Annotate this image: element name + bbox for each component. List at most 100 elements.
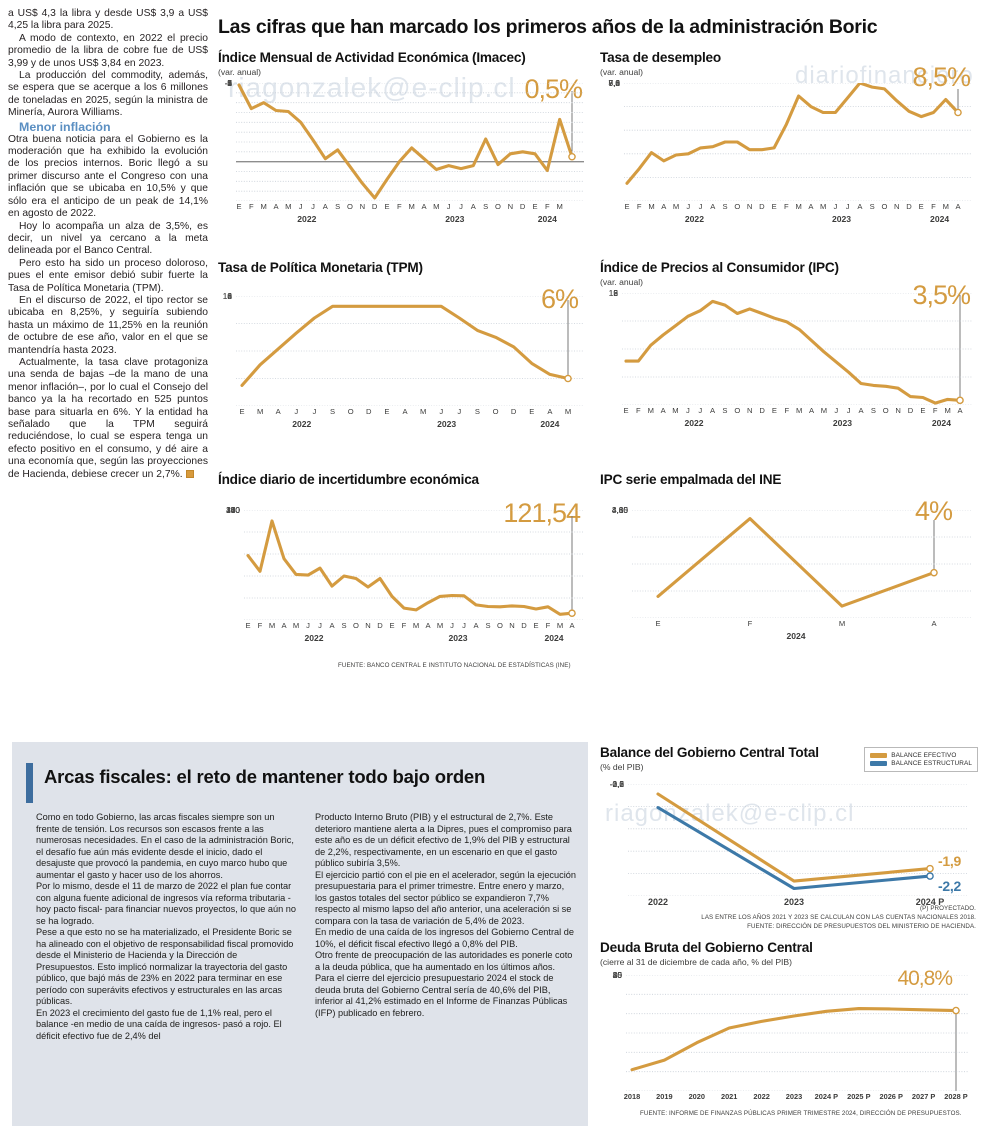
x-tick-label: J (698, 202, 703, 211)
fiscal-paragraph: Pese a que esto no se ha materializado, … (36, 927, 294, 1006)
accent-bar (26, 763, 33, 803)
x-tick-label: M (285, 202, 292, 211)
x-tick-label: E (920, 406, 926, 415)
y-tick-label: 5 (227, 78, 232, 88)
x-tick-label: S (722, 202, 728, 211)
x-axis-year-labels: 2022 2023 2024 (624, 214, 972, 226)
y-tick-label: 50 (612, 970, 622, 980)
fiscal-paragraph: Otro frente de preocupación de las autor… (315, 950, 573, 972)
x-tick-label: E (389, 621, 395, 630)
chart-plot-area (626, 975, 968, 1091)
legend-label: BALANCE EFECTIVO (891, 752, 957, 759)
x-tick-label: A (957, 406, 963, 415)
x-category-label: 2023 (785, 1092, 803, 1101)
chart-source-note: FUENTE: BANCO CENTRAL E INSTITUTO NACION… (338, 662, 571, 669)
x-tick-label: F (636, 202, 642, 211)
x-tick-label: J (833, 202, 838, 211)
y-tick-label: 9,0 (608, 78, 620, 88)
y-tick-label: 8 (227, 291, 232, 301)
x-year-label: 2023 (448, 633, 468, 643)
x-tick-label: A (421, 202, 427, 211)
x-category-label: 2022 (647, 897, 669, 907)
x-tick-label: E (236, 202, 242, 211)
x-tick-label: D (371, 202, 378, 211)
y-tick-label: 8,2 (608, 78, 620, 88)
x-tick-label: F (397, 202, 402, 211)
x-tick-label: D (521, 621, 527, 630)
chart-note: (P) PROYECTADO. (919, 905, 976, 912)
legend-item: BALANCE ESTRUCTURAL (870, 760, 972, 767)
x-tick-label: S (483, 202, 489, 211)
y-tick-label: 3 (227, 78, 232, 88)
x-tick-label: A (275, 407, 281, 416)
y-tick-label: 310 (226, 505, 240, 515)
y-tick-label: 30 (612, 970, 622, 980)
y-tick-label: 20 (612, 970, 622, 980)
x-tick-label: J (306, 621, 310, 630)
x-category-label: 2027 P (911, 1092, 936, 1101)
x-category-label: 2021 (720, 1092, 738, 1101)
x-tick-label: J (294, 407, 299, 416)
x-tick-label: J (298, 202, 303, 211)
x-tick-label: N (746, 202, 753, 211)
chart-plot-area (624, 83, 972, 201)
article-paragraph: Hoy lo acompaña un alza de 3,5%, es deci… (8, 220, 208, 257)
y-tick-label: 40 (612, 970, 622, 980)
x-tick-label: J (685, 406, 690, 415)
x-category-label: 2024 P (915, 897, 945, 907)
y-tick-label: 25 (612, 970, 622, 980)
y-tick-label: -3,0 (609, 779, 624, 789)
x-tick-label: M (564, 407, 572, 416)
x-tick-label: O (882, 406, 889, 415)
y-tick-label: 1,5 (612, 779, 624, 789)
chart-callout-value: 6% (540, 284, 579, 314)
y-tick-label: 9 (613, 288, 618, 298)
chart-title: Índice diario de incertidumbre económica (218, 472, 479, 487)
x-tick-label: D (519, 202, 526, 211)
chart-balance-gobierno-central: Balance del Gobierno Central Total (% de… (600, 745, 978, 930)
x-tick-label: D (377, 621, 383, 630)
fiscal-column-1: Como en todo Gobierno, las arcas fiscale… (36, 812, 297, 1042)
x-tick-label: N (365, 621, 371, 630)
page-title: Las cifras que han marcado los primeros … (218, 16, 878, 38)
y-tick-label: 7,8 (608, 78, 620, 88)
x-year-label: 2024 (786, 631, 806, 641)
x-year-label: 2024 (931, 418, 951, 428)
y-tick-label: 4 (227, 291, 232, 301)
x-tick-label: E (239, 407, 245, 416)
chart-subtitle: (var. anual) (600, 67, 643, 77)
y-tick-label: 7,0 (608, 78, 620, 88)
x-tick-label: M (256, 407, 264, 416)
y-tick-label: 3,60 (611, 505, 628, 515)
x-tick-label: A (955, 202, 961, 211)
chart-title: Tasa de Política Monetaria (TPM) (218, 260, 423, 275)
x-tick-label: M (819, 202, 827, 211)
chart-legend: BALANCE EFECTIVO BALANCE ESTRUCTURAL (864, 747, 978, 772)
y-tick-label: 4,60 (611, 505, 628, 515)
x-year-label: 2023 (437, 419, 457, 429)
x-tick-label: M (944, 406, 951, 415)
article-paragraph: a US$ 4,3 la libra y desde US$ 3,9 a US$… (8, 8, 208, 32)
x-category-label: 2020 (688, 1092, 706, 1101)
chart-incertidumbre: Índice diario de incertidumbre económica… (218, 472, 588, 669)
x-tick-label: M (795, 202, 802, 211)
chart-subtitle: (% del PIB) (600, 762, 644, 772)
chart-subtitle: (var. anual) (600, 277, 643, 287)
x-tick-label: E (384, 202, 390, 211)
y-tick-label: 7 (227, 78, 232, 88)
fiscal-panel-title: Arcas fiscales: el reto de mantener todo… (44, 766, 486, 787)
y-tick-label: 2 (227, 78, 232, 88)
y-tick-label: 15 (608, 288, 618, 298)
x-tick-label: M (436, 621, 444, 630)
y-tick-label: 0 (227, 78, 232, 88)
y-tick-label: 3,85 (611, 505, 628, 515)
x-tick-label: D (906, 202, 912, 211)
chart-subtitle: (var. anual) (218, 67, 261, 77)
chart-deuda-bruta: Deuda Bruta del Gobierno Central (cierre… (600, 940, 978, 1117)
chart-subtitle: (cierre al 31 de diciembre de cada año, … (600, 957, 793, 967)
x-year-label: 2023 (832, 418, 853, 428)
